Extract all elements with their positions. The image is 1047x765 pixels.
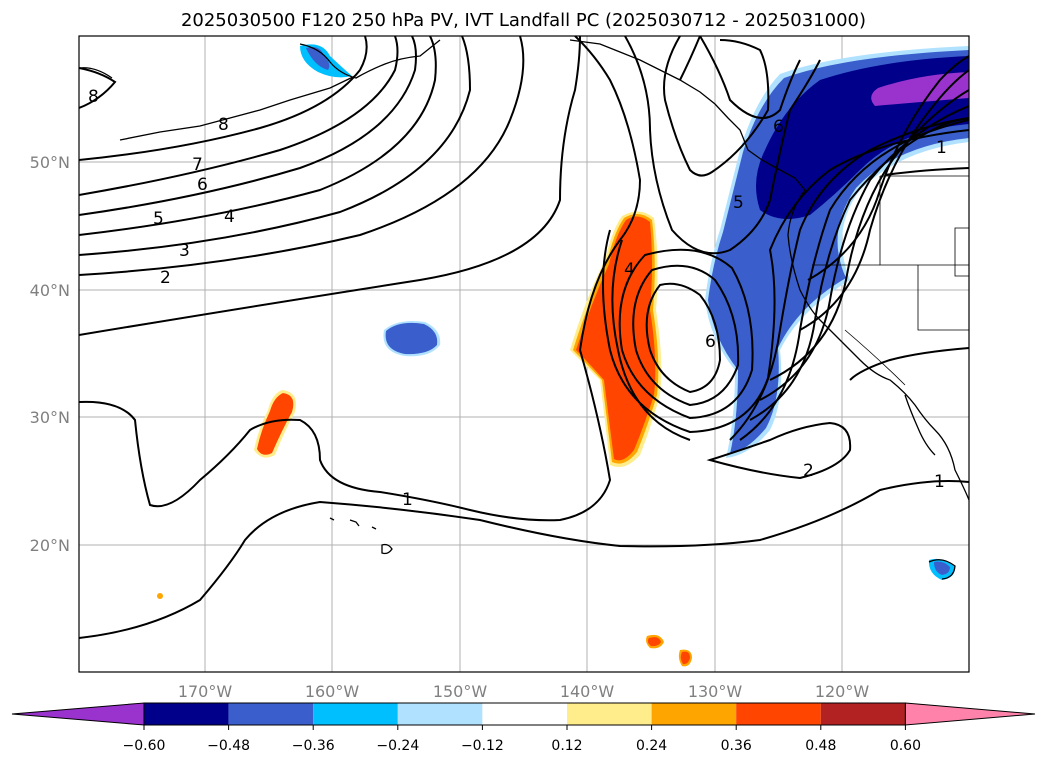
- colorbar-segment: [397, 703, 483, 725]
- colorbar: −0.60 −0.48 −0.36 −0.24 −0.12 0.12 0.24 …: [11, 702, 1036, 754]
- map-title: 2025030500 F120 250 hPa PV, IVT Landfall…: [180, 10, 867, 31]
- lon-label-120w: 120°W: [815, 682, 870, 701]
- colorbar-tick: 0.24: [636, 738, 667, 754]
- colorbar-segment: [567, 703, 652, 725]
- lon-label-160w: 160°W: [305, 682, 360, 701]
- colorbar-segment: [651, 703, 737, 725]
- contour-label: 6: [773, 117, 784, 137]
- colorbar-segment: [736, 703, 821, 725]
- lat-label-50n: 50°N: [30, 153, 70, 172]
- colorbar-tick: −0.24: [376, 738, 419, 754]
- contour-label: 6: [197, 175, 208, 195]
- map-frame: [78, 35, 970, 673]
- contour-label: 1: [934, 472, 945, 492]
- colorbar-tick: 0.36: [721, 738, 752, 754]
- longitude-axis: 170°W 160°W 150°W 140°W 130°W 120°W: [178, 682, 870, 701]
- colorbar-segment: [228, 703, 314, 725]
- contour-label-group: 8 8 7 6 5 4 3 2 1 1 1 2 4 6 6 5: [88, 87, 947, 510]
- contour-label: 8: [88, 87, 99, 107]
- lon-label-140w: 140°W: [560, 682, 615, 701]
- lon-label-150w: 150°W: [433, 682, 488, 701]
- colorbar-tick: −0.36: [292, 738, 335, 754]
- contour-label: 4: [224, 207, 235, 227]
- colorbar-arrow-right: [904, 702, 1036, 726]
- contour-label: 1: [936, 138, 947, 158]
- contour-label: 5: [153, 209, 164, 229]
- contour-label: 7: [192, 155, 203, 175]
- contour-label: 6: [705, 332, 716, 352]
- colorbar-segment: [144, 703, 229, 725]
- contour-label: 3: [179, 241, 190, 261]
- lat-label-40n: 40°N: [30, 281, 70, 300]
- lat-label-30n: 30°N: [30, 408, 70, 427]
- colorbar-segment: [313, 703, 398, 725]
- colorbar-tick: 0.48: [805, 738, 836, 754]
- colorbar-tick: −0.60: [123, 738, 166, 754]
- colorbar-arrow-left: [11, 702, 145, 726]
- contour-label: 1: [402, 490, 413, 510]
- lon-label-170w: 170°W: [178, 682, 233, 701]
- contour-label: 4: [624, 260, 635, 280]
- contour-label: 2: [803, 461, 814, 481]
- latitude-axis: 50°N 40°N 30°N 20°N: [30, 153, 70, 555]
- contour-label: 8: [218, 115, 229, 135]
- colorbar-tick: −0.48: [207, 738, 250, 754]
- colorbar-tick: −0.12: [461, 738, 504, 754]
- colorbar-segment: [820, 703, 906, 725]
- colorbar-tick: 0.12: [551, 738, 582, 754]
- contour-lines: [79, 36, 969, 639]
- contour-label: 2: [160, 268, 171, 288]
- lat-label-20n: 20°N: [30, 536, 70, 555]
- contour-label: 5: [733, 193, 744, 213]
- colorbar-tick: 0.60: [890, 738, 921, 754]
- lon-label-130w: 130°W: [688, 682, 743, 701]
- colorbar-segment: [482, 703, 567, 725]
